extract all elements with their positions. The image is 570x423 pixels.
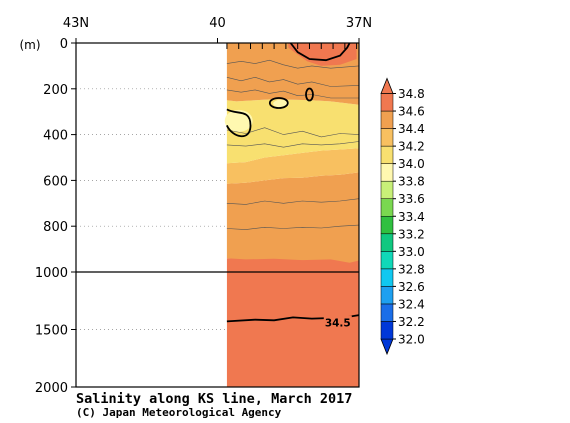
colorbar — [380, 77, 396, 356]
contour-closed — [305, 87, 314, 102]
colorbar-level-label: 33.0 — [398, 245, 425, 259]
contour-33.8-pocket — [226, 108, 252, 138]
colorbar-swatch — [380, 286, 394, 305]
colorbar-swatch — [380, 216, 394, 235]
colorbar-swatch — [380, 145, 394, 164]
colorbar-level-label: 34.0 — [398, 157, 425, 171]
colorbar-level-label: 33.4 — [398, 210, 425, 224]
colorbar-level-label: 32.4 — [398, 297, 425, 311]
colorbar-level-label: 32.0 — [398, 333, 425, 347]
colorbar-level-label: 34.2 — [398, 140, 425, 154]
colorbar-lower-arrow — [380, 338, 394, 356]
chart-title: Salinity along KS line, March 2017 — [76, 391, 353, 407]
band-34.2-34.4-intermediate — [226, 172, 359, 263]
colorbar-swatch — [380, 110, 394, 129]
x-tick-label: 40 — [209, 16, 226, 31]
colorbar-level-label: 34.6 — [398, 105, 425, 119]
salinity-field — [224, 43, 359, 387]
colorbar-swatch — [380, 198, 394, 217]
contour-lines — [226, 59, 360, 230]
colorbar-swatch — [380, 233, 394, 252]
colorbar-swatch — [380, 303, 394, 322]
colorbar-swatch — [380, 163, 394, 182]
y-tick-label: 1000 — [35, 266, 68, 281]
colorbar-swatch — [380, 268, 394, 287]
colorbar-swatch — [380, 128, 394, 147]
colorbar-swatch — [380, 321, 394, 340]
contour-line — [226, 224, 360, 230]
contour-line — [226, 89, 359, 99]
y-unit-label: (m) — [19, 38, 40, 52]
band-34.0-34.2 — [226, 148, 359, 184]
y-tick-label: 800 — [43, 220, 68, 235]
colorbar-level-label: 34.8 — [398, 87, 425, 101]
colorbar-swatch — [380, 251, 394, 270]
contour-line — [226, 76, 360, 87]
x-tick-label: 37N — [346, 16, 372, 31]
colorbar-level-label: 34.4 — [398, 122, 425, 136]
x-tick-label: 43N — [63, 16, 89, 31]
credit-text: (C) Japan Meteorological Agency — [76, 406, 282, 419]
y-tick-label: 200 — [43, 83, 68, 98]
colorbar-level-label: 32.2 — [398, 315, 425, 329]
band-33.8-34.0 — [226, 99, 359, 164]
contour-label-bg — [323, 315, 352, 329]
colorbar-level-label: 33.8 — [398, 175, 425, 189]
contour-line — [226, 198, 360, 205]
band-34.4-34.6-surface — [288, 43, 357, 66]
y-tick-label: 0 — [60, 37, 68, 52]
y-tick-label: 1500 — [35, 324, 68, 339]
y-tick-label: 400 — [43, 129, 68, 144]
colorbar-level-label: 33.2 — [398, 227, 425, 241]
colorbar-swatch — [380, 93, 394, 112]
contour-line — [226, 141, 360, 148]
contour-line — [226, 59, 360, 69]
contour-label: 34.5 — [325, 318, 351, 330]
contour-33.8-pocket — [268, 97, 289, 109]
contour-34.5-surface — [289, 42, 351, 62]
colorbar-level-label: 32.6 — [398, 280, 425, 294]
colorbar-level-label: 33.6 — [398, 192, 425, 206]
y-tick-label: 2000 — [35, 381, 68, 396]
colorbar-upper-arrow — [380, 77, 394, 94]
colorbar-swatch — [380, 180, 394, 199]
thick-contours — [226, 42, 360, 323]
y-tick-label: 600 — [43, 174, 68, 189]
colorbar-level-label: 32.8 — [398, 262, 425, 276]
